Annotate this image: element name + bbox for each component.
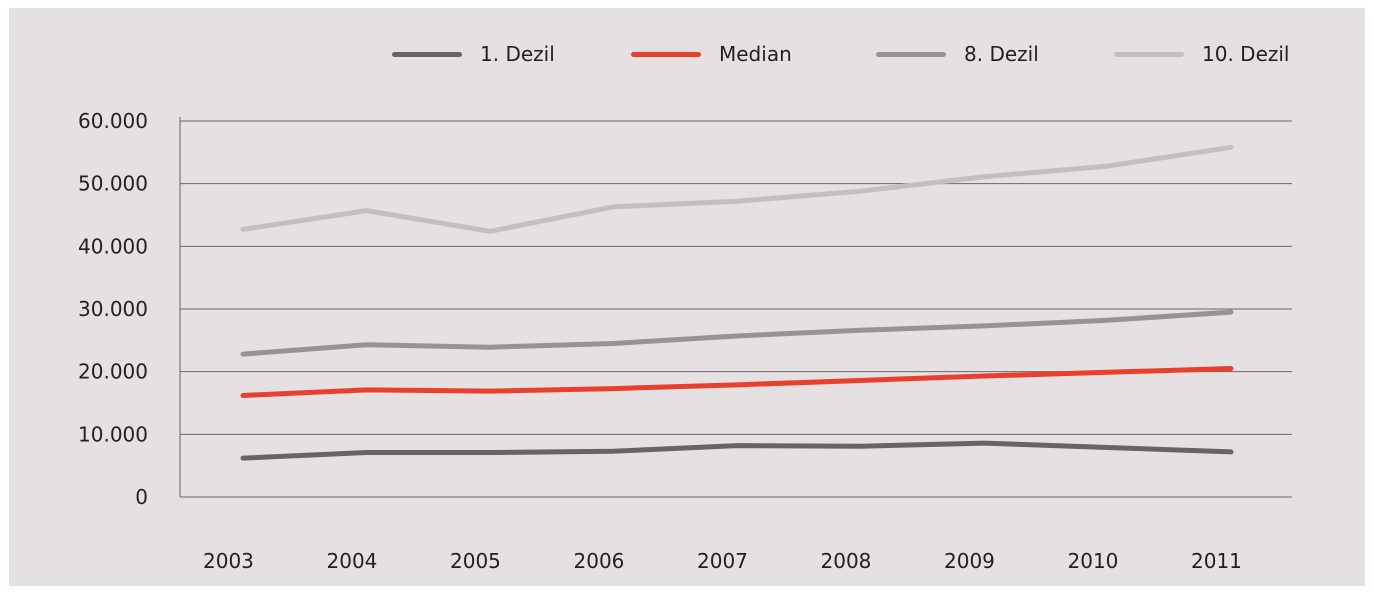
legend-label-1-dezil: 1. Dezil: [480, 42, 555, 66]
series-line-10-dezil: [240, 144, 1234, 234]
legend-label-8-dezil: 8. Dezil: [964, 42, 1039, 66]
y-tick-label: 40.000: [78, 234, 148, 258]
x-tick-label: 2009: [944, 549, 995, 573]
legend-swatch-median: [631, 52, 701, 57]
series-line-8-dezil: [240, 309, 1234, 357]
legend-label-median: Median: [719, 42, 792, 66]
x-tick-label: 2010: [1068, 549, 1119, 573]
y-tick-label: 60.000: [78, 109, 148, 133]
legend-swatch-8-dezil: [876, 52, 946, 57]
series-line-1-dezil: [240, 440, 1234, 461]
x-tick-label: 2005: [450, 549, 501, 573]
y-tick-label: 30.000: [78, 297, 148, 321]
x-tick-label: 2007: [697, 549, 748, 573]
legend-swatch-1-dezil: [392, 52, 462, 57]
series-line-median: [240, 366, 1234, 398]
x-tick-label: 2003: [203, 549, 254, 573]
x-tick-label: 2004: [327, 549, 378, 573]
y-tick-label: 20.000: [78, 360, 148, 384]
y-tick-label: 10.000: [78, 422, 148, 446]
chart-panel: [9, 8, 1365, 586]
y-tick-label: 0: [135, 485, 148, 509]
legend-label-10-dezil: 10. Dezil: [1202, 42, 1290, 66]
x-tick-label: 2006: [574, 549, 625, 573]
x-tick-label: 2011: [1191, 549, 1242, 573]
x-tick-label: 2008: [821, 549, 872, 573]
legend-swatch-10-dezil: [1114, 52, 1184, 57]
y-tick-label: 50.000: [78, 172, 148, 196]
